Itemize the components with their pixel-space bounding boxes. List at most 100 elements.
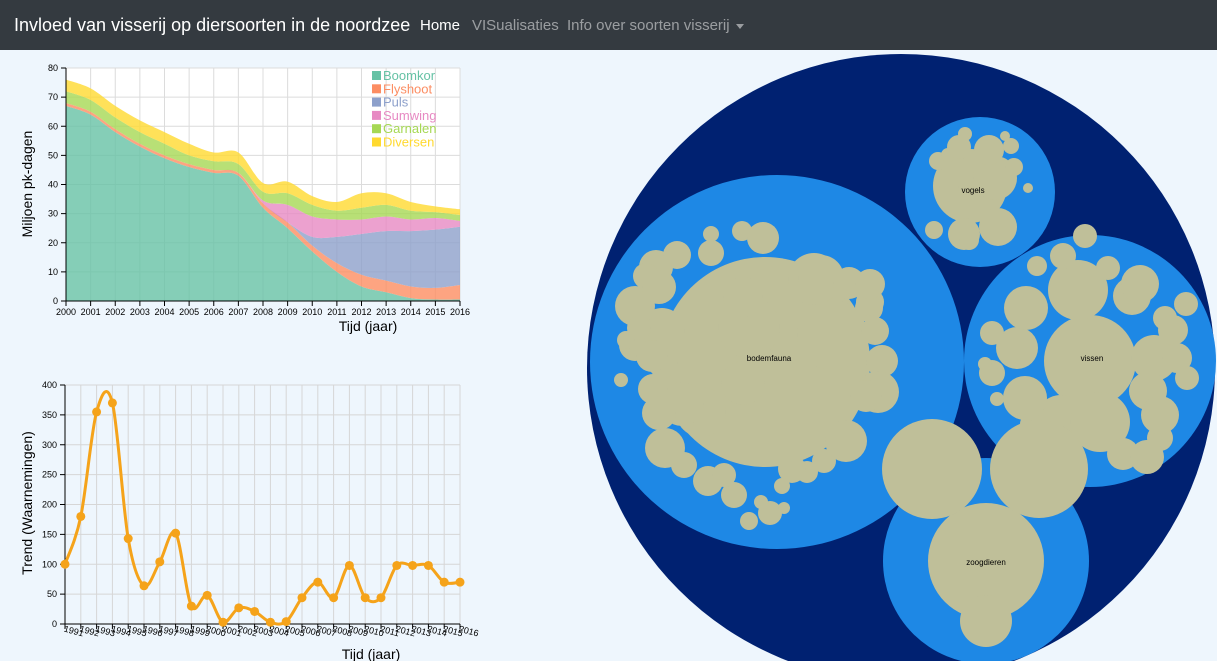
leaf-circle[interactable] xyxy=(774,478,790,494)
leaf-circle[interactable] xyxy=(1000,131,1010,141)
leaf-circle[interactable] xyxy=(778,502,790,514)
data-point[interactable] xyxy=(329,593,339,603)
leaf-circle[interactable] xyxy=(855,269,885,299)
data-point[interactable] xyxy=(376,593,386,603)
leaf-circle[interactable] xyxy=(1096,256,1120,280)
leaf-circle[interactable] xyxy=(866,345,898,377)
leaf-circle[interactable] xyxy=(1121,265,1159,303)
data-point[interactable] xyxy=(171,528,181,538)
data-point[interactable] xyxy=(186,601,196,611)
leaf-circle[interactable] xyxy=(614,373,628,387)
leaf-circle[interactable] xyxy=(723,277,763,317)
leaf-circle[interactable] xyxy=(797,300,867,370)
leaf-circle[interactable] xyxy=(758,501,782,525)
data-point[interactable] xyxy=(265,617,275,627)
data-point[interactable] xyxy=(439,577,449,587)
leaf-circle[interactable] xyxy=(721,361,765,405)
leaf-circle[interactable] xyxy=(1044,315,1136,407)
leaf-circle[interactable] xyxy=(703,226,719,242)
leaf-circle[interactable] xyxy=(645,428,685,468)
nav-home[interactable]: Home xyxy=(420,17,461,34)
leaf-circle[interactable] xyxy=(1023,183,1033,193)
data-point[interactable] xyxy=(344,560,354,570)
leaf-circle[interactable] xyxy=(1005,158,1023,176)
leaf-circle[interactable] xyxy=(617,331,635,349)
nav-visualisaties[interactable]: VISualisaties xyxy=(472,17,559,34)
leaf-circle[interactable] xyxy=(1130,440,1164,474)
data-point[interactable] xyxy=(76,511,86,521)
data-point[interactable] xyxy=(139,581,149,591)
leaf-circle[interactable] xyxy=(928,503,1044,619)
leaf-circle[interactable] xyxy=(947,135,971,159)
data-point[interactable] xyxy=(408,560,418,570)
area-flyshoot[interactable] xyxy=(66,102,460,300)
leaf-circle[interactable] xyxy=(939,177,959,197)
data-point[interactable] xyxy=(423,560,433,570)
data-point[interactable] xyxy=(155,557,165,567)
leaf-circle[interactable] xyxy=(1048,260,1108,320)
leaf-circle[interactable] xyxy=(959,230,979,250)
leaf-circle[interactable] xyxy=(642,396,676,430)
leaf-circle[interactable] xyxy=(980,321,1004,345)
leaf-circle[interactable] xyxy=(732,221,752,241)
data-point[interactable] xyxy=(107,398,117,408)
area-diversen[interactable] xyxy=(66,79,460,216)
leaf-circle[interactable] xyxy=(1004,286,1048,330)
leaf-circle[interactable] xyxy=(974,135,1004,165)
leaf-circle[interactable] xyxy=(979,208,1017,246)
data-point[interactable] xyxy=(455,577,465,587)
leaf-circle[interactable] xyxy=(740,512,758,530)
leaf-circle[interactable] xyxy=(642,270,676,304)
data-point[interactable] xyxy=(202,590,212,600)
leaf-circle[interactable] xyxy=(663,241,691,269)
leaf-circle[interactable] xyxy=(1162,343,1192,373)
leaf-circle[interactable] xyxy=(990,420,1088,518)
leaf-circle[interactable] xyxy=(882,419,982,519)
leaf-circle[interactable] xyxy=(850,380,882,412)
leaf-circle[interactable] xyxy=(1174,292,1198,316)
leaf-circle[interactable] xyxy=(861,317,889,345)
leaf-circle[interactable] xyxy=(996,327,1038,369)
leaf-circle[interactable] xyxy=(812,449,836,473)
data-point[interactable] xyxy=(123,534,133,544)
leaf-circle[interactable] xyxy=(1003,138,1019,154)
leaf-circle[interactable] xyxy=(1027,256,1047,276)
leaf-circle[interactable] xyxy=(1003,376,1047,420)
data-point[interactable] xyxy=(313,577,323,587)
area-sumwing[interactable] xyxy=(66,102,460,239)
data-point[interactable] xyxy=(392,560,402,570)
leaf-circle[interactable] xyxy=(825,420,867,462)
area-boomkor[interactable] xyxy=(66,105,460,301)
leaf-circle[interactable] xyxy=(1158,315,1188,345)
leaf-circle[interactable] xyxy=(1073,224,1097,248)
leaf-circle[interactable] xyxy=(627,316,651,340)
data-point[interactable] xyxy=(281,617,291,627)
data-point[interactable] xyxy=(60,559,70,569)
nav-info-dropdown[interactable]: Info over soorten visserij xyxy=(567,17,744,34)
leaf-circle[interactable] xyxy=(636,340,668,372)
leaf-circle[interactable] xyxy=(798,255,844,301)
data-point[interactable] xyxy=(92,407,102,417)
leaf-circle[interactable] xyxy=(1175,366,1199,390)
data-point[interactable] xyxy=(360,593,370,603)
leaf-circle[interactable] xyxy=(1131,335,1177,381)
data-point[interactable] xyxy=(297,593,307,603)
leaf-circle[interactable] xyxy=(747,222,779,254)
leaf-circle[interactable] xyxy=(698,240,724,266)
leaf-circle[interactable] xyxy=(1050,243,1076,269)
area-puls[interactable] xyxy=(66,102,460,288)
data-point[interactable] xyxy=(234,603,244,613)
area-garnalen[interactable] xyxy=(66,91,460,221)
leaf-circle[interactable] xyxy=(978,357,992,371)
leaf-circle[interactable] xyxy=(778,455,806,483)
leaf-circle[interactable] xyxy=(960,595,1012,647)
leaf-circle[interactable] xyxy=(1070,392,1130,452)
leaf-circle[interactable] xyxy=(721,482,747,508)
leaf-circle[interactable] xyxy=(712,463,736,487)
leaf-circle[interactable] xyxy=(1141,396,1179,434)
data-point[interactable] xyxy=(218,617,228,627)
brand-title[interactable]: Invloed van visserij op diersoorten in d… xyxy=(14,15,411,35)
leaf-circle[interactable] xyxy=(990,392,1004,406)
leaf-circle[interactable] xyxy=(925,221,943,239)
data-point[interactable] xyxy=(250,606,260,616)
